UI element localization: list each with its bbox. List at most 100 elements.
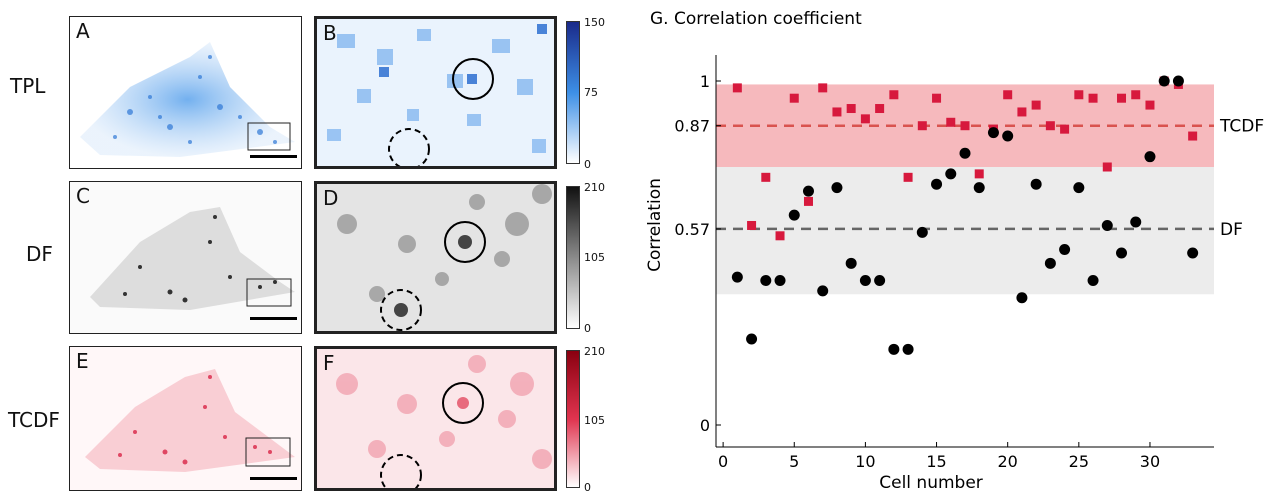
colorbar-tpl <box>566 21 580 164</box>
df-data-point <box>817 285 829 297</box>
panel-letter-f: F <box>323 351 335 375</box>
tcdf-data-point <box>1017 107 1027 117</box>
tcdf-zoom-image <box>336 355 552 488</box>
correlation-chart: G. Correlation coefficient Correlation C… <box>645 9 1264 491</box>
tcdf-data-point <box>1045 121 1055 131</box>
tcdf-data-point <box>974 169 984 179</box>
df-data-point <box>1002 130 1014 142</box>
refline-label-tcdf: TCDF <box>1219 117 1264 137</box>
df-data-point <box>1144 151 1156 163</box>
tpl-cell-image <box>80 42 297 158</box>
df-data-point <box>888 343 900 355</box>
panel-d-df-zoom: D <box>314 181 557 334</box>
colorbar-tcdf-mid: 105 <box>584 414 605 427</box>
x-tick-label: 25 <box>1069 452 1089 471</box>
band-df <box>716 167 1214 295</box>
panel-letter-d: D <box>323 186 339 210</box>
colorbar-tcdf-min: 0 <box>584 481 591 494</box>
df-data-point <box>1172 75 1184 87</box>
colorbar-tpl-max: 150 <box>584 16 605 29</box>
tcdf-data-point <box>932 93 942 103</box>
tcdf-data-point <box>903 172 913 182</box>
tcdf-data-point <box>1003 90 1013 100</box>
df-data-point <box>1087 275 1099 287</box>
tcdf-data-point <box>1074 90 1084 100</box>
tcdf-data-point <box>946 117 956 127</box>
colorbar-df-mid: 105 <box>584 251 605 264</box>
x-tick-label: 5 <box>789 452 799 471</box>
x-tick-label: 15 <box>926 452 946 471</box>
df-data-point <box>1016 292 1028 304</box>
panel-letter-a: A <box>76 19 90 43</box>
df-data-point <box>987 127 999 139</box>
tcdf-data-point <box>732 83 742 93</box>
tcdf-data-point <box>960 121 970 131</box>
tcdf-data-point <box>860 114 870 124</box>
chart-ylabel: Correlation <box>645 178 665 272</box>
colorbar-tcdf <box>566 350 580 488</box>
y-tick-label: 0.87 <box>674 117 710 136</box>
colorbar-df-min: 0 <box>584 322 591 335</box>
df-data-point <box>845 257 857 269</box>
df-data-point <box>902 343 914 355</box>
df-cell-image <box>90 207 297 320</box>
colorbar-tpl-min: 0 <box>584 158 591 171</box>
colorbar-tcdf-max: 210 <box>584 345 605 358</box>
colorbar-tpl-mid: 75 <box>584 86 598 99</box>
tcdf-data-point <box>747 220 757 230</box>
tcdf-data-point <box>789 93 799 103</box>
df-data-point <box>731 271 743 283</box>
df-data-point <box>1116 247 1128 259</box>
df-data-point <box>945 168 957 180</box>
row-label-df: DF <box>26 242 53 266</box>
chart-title: G. Correlation coefficient <box>650 9 862 29</box>
df-data-point <box>1059 244 1071 256</box>
panel-f-tcdf-zoom: F <box>314 346 557 491</box>
tcdf-data-point <box>818 83 828 93</box>
df-data-point <box>1187 247 1199 259</box>
df-data-point <box>931 178 943 190</box>
df-data-point <box>859 275 871 287</box>
tcdf-data-point <box>1117 93 1127 103</box>
panel-b-tpl-zoom: B <box>314 16 557 169</box>
row-label-tpl: TPL <box>10 74 46 98</box>
df-data-point <box>959 147 971 159</box>
df-data-point <box>831 182 843 194</box>
df-data-point <box>788 209 800 221</box>
x-tick-label: 10 <box>855 452 875 471</box>
tcdf-data-point <box>1088 93 1098 103</box>
x-tick-label: 30 <box>1140 452 1160 471</box>
panel-a-tpl-image: A <box>69 16 302 169</box>
panel-letter-c: C <box>76 184 90 208</box>
tcdf-data-point <box>846 104 856 114</box>
tcdf-data-point <box>803 196 813 206</box>
row-label-tcdf: TCDF <box>8 408 60 432</box>
df-zoom-image <box>337 184 552 331</box>
panel-e-tcdf-image: E <box>69 346 302 491</box>
tcdf-data-point <box>889 90 899 100</box>
y-tick-label: 0.57 <box>674 220 710 239</box>
df-data-point <box>746 333 758 345</box>
tcdf-data-point <box>1031 100 1041 110</box>
tcdf-data-point <box>832 107 842 117</box>
colorbar-df <box>566 186 580 329</box>
df-data-point <box>973 182 985 194</box>
y-tick-label: 0 <box>700 416 710 435</box>
tcdf-data-point <box>1145 100 1155 110</box>
panel-letter-b: B <box>323 21 337 45</box>
df-data-point <box>1101 219 1113 231</box>
df-data-point <box>1030 178 1042 190</box>
colorbar-df-max: 210 <box>584 181 605 194</box>
tcdf-data-point <box>1102 162 1112 172</box>
df-data-point <box>874 275 886 287</box>
tcdf-data-point <box>775 231 785 241</box>
tcdf-data-point <box>1131 90 1141 100</box>
y-tick-label: 1 <box>700 72 710 91</box>
panel-letter-e: E <box>76 349 89 373</box>
tcdf-data-point <box>917 121 927 131</box>
df-data-point <box>916 226 928 238</box>
panel-c-df-image: C <box>69 181 302 334</box>
x-tick-label: 0 <box>718 452 728 471</box>
chart-xlabel: Cell number <box>879 473 983 491</box>
df-data-point <box>802 185 814 197</box>
